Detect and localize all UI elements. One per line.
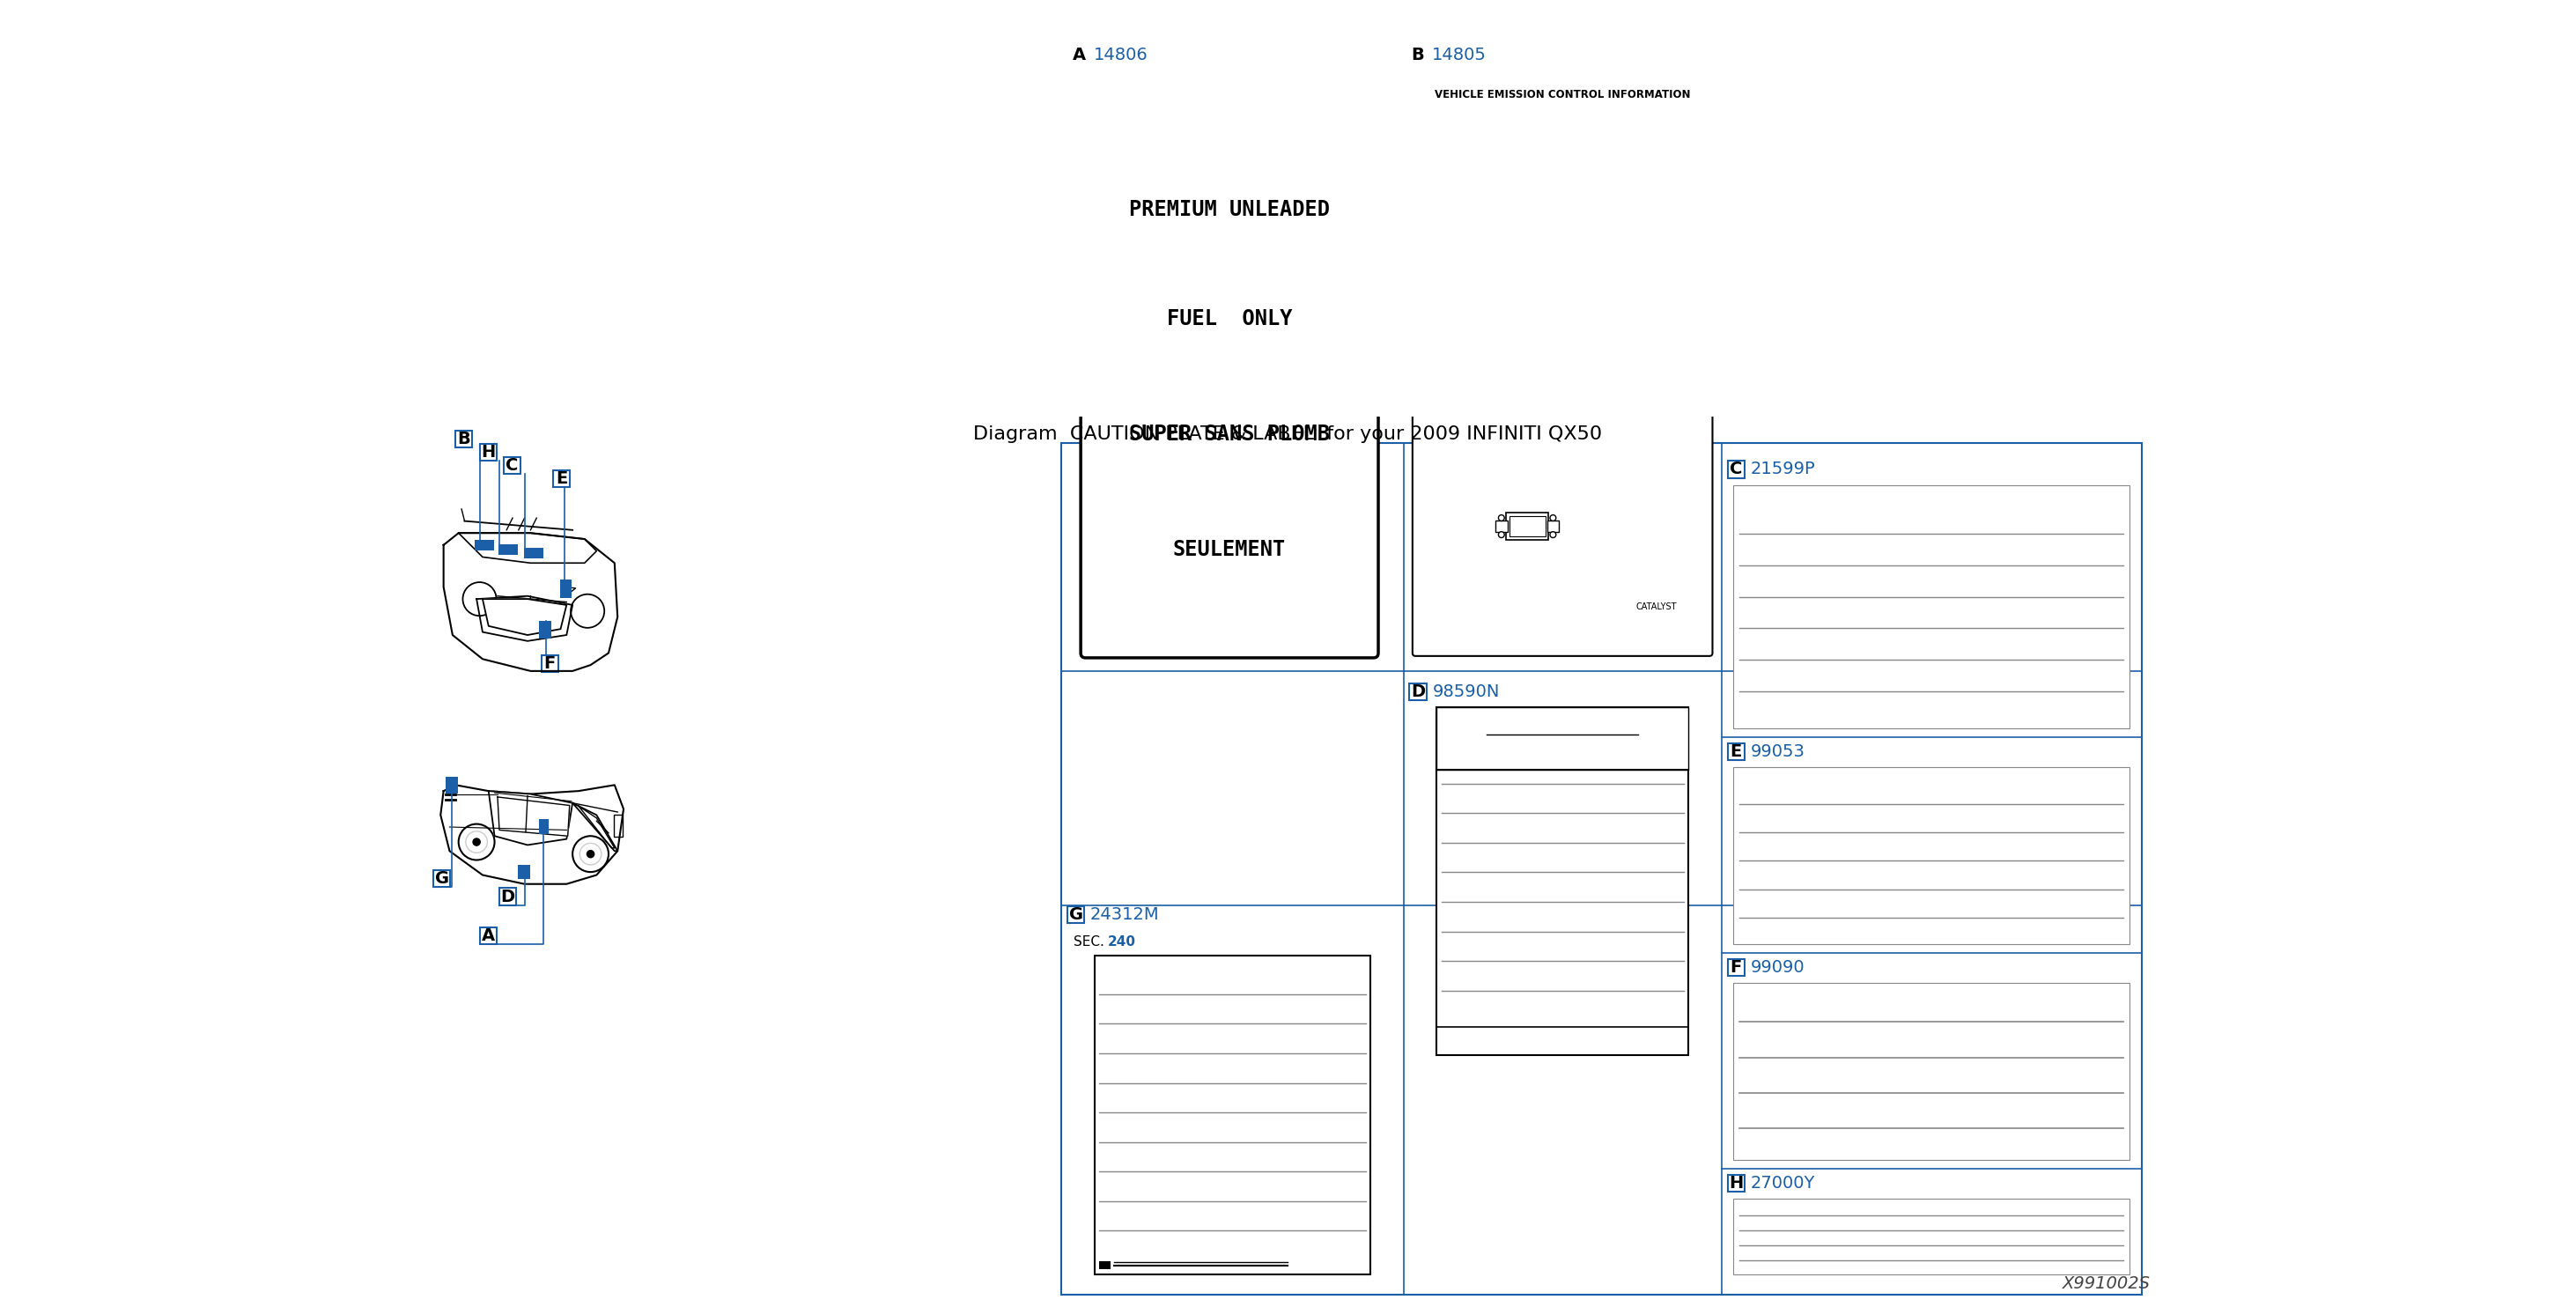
- Text: H: H: [482, 444, 495, 461]
- Circle shape: [1499, 515, 1504, 521]
- Text: 99090: 99090: [1749, 959, 1806, 976]
- FancyBboxPatch shape: [500, 545, 518, 555]
- Bar: [1437, 707, 1687, 770]
- Text: 14805: 14805: [1432, 47, 1486, 64]
- Text: Diagram  CAUTION PLATE & LABEL  for your 2009 INFINITI QX50: Diagram CAUTION PLATE & LABEL for your 2…: [974, 425, 1602, 443]
- Text: G: G: [435, 870, 448, 887]
- Bar: [1734, 485, 2130, 728]
- Circle shape: [1551, 532, 1556, 537]
- Text: F: F: [544, 655, 556, 672]
- Bar: [1510, 516, 1546, 537]
- Bar: [1437, 707, 1687, 1055]
- Polygon shape: [489, 791, 572, 846]
- Bar: [1061, 443, 2141, 1295]
- FancyBboxPatch shape: [1409, 684, 1427, 699]
- Text: FUEL  ONLY: FUEL ONLY: [1167, 308, 1293, 329]
- Text: D: D: [1412, 684, 1425, 699]
- Text: C: C: [505, 457, 518, 474]
- Text: CATALYST: CATALYST: [1636, 603, 1677, 612]
- FancyBboxPatch shape: [523, 548, 544, 559]
- Text: G: G: [1069, 906, 1082, 923]
- Text: H: H: [1728, 1175, 1744, 1192]
- Bar: [1507, 512, 1548, 540]
- Bar: [1095, 955, 1370, 1274]
- Text: 24312M: 24312M: [1090, 906, 1159, 923]
- FancyBboxPatch shape: [446, 778, 459, 793]
- Bar: [1734, 1199, 2130, 1274]
- Text: A: A: [1072, 47, 1084, 64]
- Polygon shape: [497, 797, 569, 836]
- FancyBboxPatch shape: [1412, 74, 1713, 656]
- Bar: [1548, 520, 1558, 532]
- Text: E: E: [1731, 744, 1741, 759]
- Text: 14806: 14806: [1092, 47, 1149, 64]
- Bar: [1497, 520, 1507, 532]
- FancyBboxPatch shape: [538, 621, 551, 639]
- Text: D: D: [500, 889, 515, 904]
- FancyBboxPatch shape: [1728, 742, 1744, 759]
- Text: B: B: [1412, 47, 1425, 64]
- FancyBboxPatch shape: [518, 865, 531, 880]
- FancyBboxPatch shape: [479, 444, 497, 461]
- Bar: [1734, 767, 2130, 944]
- FancyBboxPatch shape: [1728, 959, 1744, 976]
- Circle shape: [1551, 515, 1556, 521]
- Text: SUPER SANS PLOMB: SUPER SANS PLOMB: [1128, 423, 1329, 444]
- Text: F: F: [1731, 959, 1741, 976]
- FancyBboxPatch shape: [1082, 72, 1378, 657]
- Circle shape: [1499, 532, 1504, 537]
- Text: A: A: [482, 927, 495, 944]
- FancyBboxPatch shape: [433, 870, 451, 887]
- FancyBboxPatch shape: [502, 457, 520, 474]
- Text: VEHICLE EMISSION CONTROL INFORMATION: VEHICLE EMISSION CONTROL INFORMATION: [1435, 89, 1690, 101]
- FancyBboxPatch shape: [474, 540, 495, 550]
- FancyBboxPatch shape: [613, 814, 623, 836]
- Text: B: B: [459, 431, 471, 448]
- Text: SEC.: SEC.: [1074, 936, 1113, 949]
- Bar: [1417, 84, 1708, 107]
- FancyBboxPatch shape: [1728, 461, 1744, 478]
- FancyBboxPatch shape: [1728, 1175, 1744, 1192]
- FancyBboxPatch shape: [479, 927, 497, 944]
- FancyBboxPatch shape: [1066, 906, 1084, 923]
- Polygon shape: [482, 599, 567, 635]
- Text: 21599P: 21599P: [1749, 461, 1816, 478]
- FancyBboxPatch shape: [554, 471, 569, 488]
- FancyBboxPatch shape: [538, 819, 549, 834]
- FancyBboxPatch shape: [559, 580, 572, 597]
- FancyBboxPatch shape: [456, 431, 471, 448]
- Text: E: E: [556, 471, 567, 488]
- Text: C: C: [1728, 461, 1741, 478]
- FancyBboxPatch shape: [1072, 47, 1087, 64]
- Text: 99053: 99053: [1749, 744, 1806, 759]
- Bar: [1100, 1261, 1110, 1269]
- Text: 27000Y: 27000Y: [1749, 1175, 1816, 1192]
- Circle shape: [587, 851, 595, 857]
- FancyBboxPatch shape: [1409, 47, 1427, 64]
- Text: X991002S: X991002S: [2063, 1276, 2151, 1293]
- FancyBboxPatch shape: [541, 655, 559, 672]
- Polygon shape: [572, 802, 618, 851]
- Text: SEULEMENT: SEULEMENT: [1172, 538, 1285, 559]
- Bar: [1734, 983, 2130, 1161]
- Text: 240: 240: [1108, 936, 1136, 949]
- Text: 98590N: 98590N: [1432, 684, 1499, 699]
- Circle shape: [474, 838, 479, 846]
- FancyBboxPatch shape: [500, 889, 515, 904]
- Circle shape: [510, 813, 515, 817]
- Text: PREMIUM UNLEADED: PREMIUM UNLEADED: [1128, 199, 1329, 220]
